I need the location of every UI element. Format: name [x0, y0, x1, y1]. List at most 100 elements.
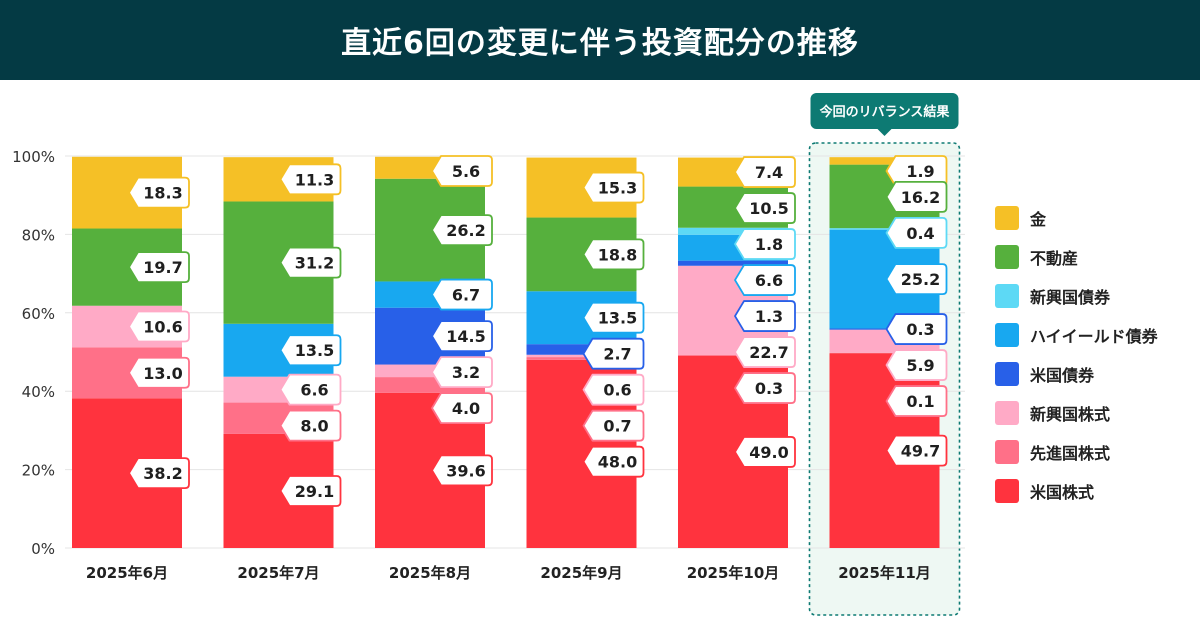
- legend-item: 新興国株式: [995, 393, 1158, 432]
- data-label-box: [885, 385, 948, 417]
- data-label: 13.5: [295, 341, 334, 360]
- legend-item: 米国株式: [995, 471, 1158, 510]
- legend-swatch: [995, 478, 1019, 503]
- title-bar: 直近6回の変更に伴う投資配分の推移: [0, 0, 1200, 80]
- legend-label: 先進国株式: [1030, 443, 1111, 463]
- data-label-box: [582, 445, 645, 478]
- data-label-box: [734, 372, 796, 404]
- x-tick-label: 2025年8月: [389, 564, 471, 582]
- data-label: 18.3: [143, 184, 182, 203]
- data-label: 19.7: [143, 258, 182, 277]
- data-label-box: [885, 313, 948, 345]
- data-label-box: [582, 373, 645, 406]
- highlight-pill: [810, 93, 959, 129]
- data-label: 0.4: [906, 224, 934, 243]
- data-label-box: [279, 163, 342, 196]
- data-label: 5.9: [906, 356, 934, 375]
- page-title: 直近6回の変更に伴う投資配分の推移: [341, 26, 859, 61]
- highlight-pill-pointer: [877, 129, 892, 136]
- data-label-box: [582, 238, 645, 271]
- data-label-box: [431, 155, 493, 187]
- data-label-box: [279, 334, 342, 367]
- data-label-box: [431, 392, 493, 425]
- legend-swatch: [995, 283, 1019, 308]
- data-label: 22.7: [749, 343, 788, 362]
- data-label: 0.1: [906, 392, 934, 411]
- data-label-box: [885, 349, 948, 381]
- data-label: 11.3: [295, 170, 334, 189]
- data-label: 0.7: [603, 417, 631, 436]
- highlight-label: 今回のリバランス結果: [819, 104, 950, 120]
- legend-swatch: [995, 244, 1019, 269]
- data-label: 7.4: [755, 163, 783, 182]
- bar-segment: [526, 357, 637, 360]
- data-label: 10.6: [143, 318, 182, 337]
- data-label-box: [885, 263, 948, 295]
- data-label-box: [279, 246, 342, 279]
- data-label: 39.6: [446, 461, 485, 480]
- data-label-box: [582, 301, 645, 334]
- legend-label: ハイイールド債券: [1030, 326, 1158, 346]
- data-label: 14.5: [446, 327, 485, 346]
- data-label: 0.3: [755, 379, 783, 398]
- data-label-box: [885, 434, 948, 467]
- data-label-box: [734, 336, 796, 368]
- legend-label: 新興国株式: [1030, 404, 1111, 424]
- data-label: 29.1: [295, 482, 334, 501]
- data-label: 2.7: [603, 345, 631, 364]
- data-label-box: [885, 181, 948, 213]
- legend-label: 米国株式: [1030, 482, 1095, 502]
- data-label: 1.8: [755, 235, 783, 254]
- data-label-box: [431, 356, 493, 389]
- y-tick-label: 0%: [31, 540, 55, 558]
- data-label-box: [582, 337, 645, 370]
- x-tick-label: 2025年6月: [86, 564, 168, 582]
- legend-item: 米国債券: [995, 354, 1158, 393]
- legend-swatch: [995, 361, 1019, 386]
- data-label-box: [279, 409, 342, 442]
- data-label: 8.0: [300, 417, 328, 436]
- bar-segment: [829, 228, 940, 230]
- data-label: 49.0: [749, 443, 788, 462]
- bar-segment: [526, 354, 637, 358]
- data-label-box: [128, 356, 190, 389]
- data-label-box: [734, 436, 796, 468]
- data-label: 5.6: [452, 162, 480, 181]
- legend-label: 米国債券: [1030, 365, 1095, 385]
- data-label: 16.2: [901, 188, 940, 207]
- legend-item: 先進国株式: [995, 432, 1158, 471]
- y-tick-label: 100%: [12, 148, 55, 166]
- data-label-box: [431, 320, 493, 353]
- bar-segment: [829, 157, 940, 165]
- data-label: 10.5: [749, 199, 788, 218]
- data-label: 26.2: [446, 221, 485, 240]
- data-label-box: [279, 373, 342, 406]
- legend-item: ハイイールド債券: [995, 315, 1158, 354]
- data-label: 6.7: [452, 286, 480, 305]
- bar-segment: [678, 354, 788, 356]
- data-label-box: [734, 156, 796, 188]
- data-label-box: [431, 454, 493, 487]
- data-label: 0.3: [906, 320, 934, 339]
- data-label-box: [431, 214, 493, 246]
- x-tick-label: 2025年11月: [838, 564, 931, 582]
- data-label: 13.0: [143, 364, 182, 383]
- chart-legend: 金不動産 新興国債券 ハイイールド債券 米国債券 新興国株式 先進国株式 米国株式: [995, 198, 1158, 510]
- data-label-box: [734, 300, 796, 332]
- data-label: 1.9: [906, 162, 934, 181]
- data-label: 1.3: [755, 307, 783, 326]
- legend-label: 金: [1030, 209, 1047, 229]
- legend-item: 金: [995, 198, 1158, 237]
- data-label-box: [885, 217, 948, 249]
- data-label-box: [582, 171, 645, 204]
- bar-segment: [829, 328, 940, 330]
- data-label: 4.0: [452, 399, 480, 418]
- data-label-box: [734, 228, 796, 260]
- data-label-box: [734, 192, 796, 224]
- data-label: 15.3: [598, 179, 637, 198]
- data-label: 25.2: [901, 270, 940, 289]
- legend-swatch: [995, 205, 1019, 230]
- data-label: 48.0: [598, 453, 637, 472]
- data-label-box: [582, 409, 645, 442]
